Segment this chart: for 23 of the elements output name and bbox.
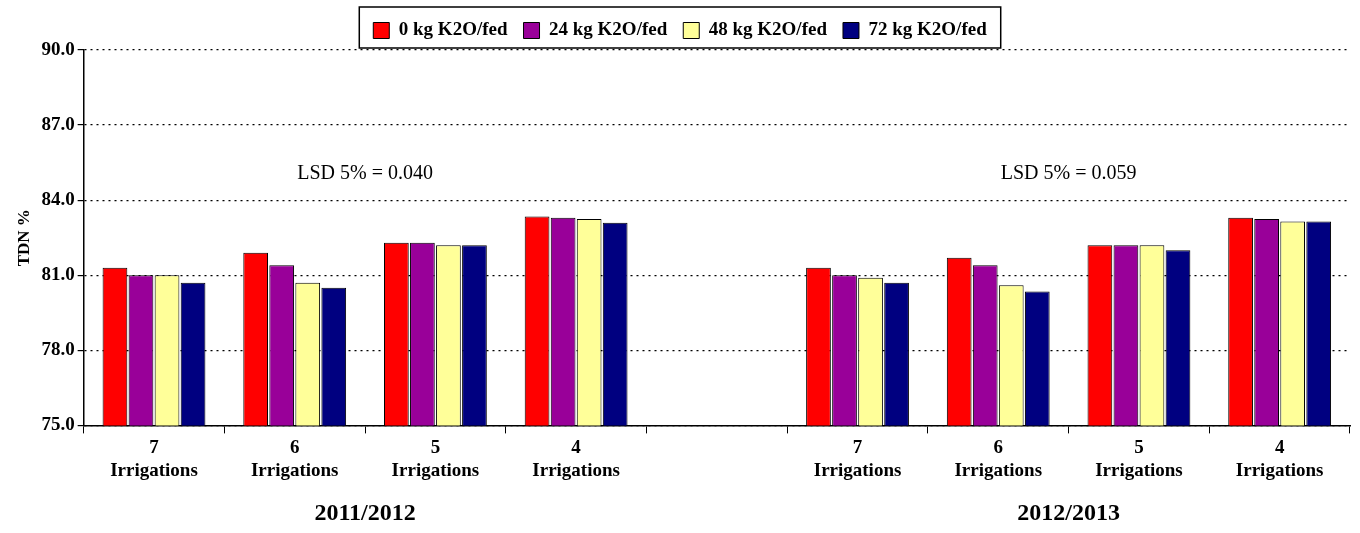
- y-tick-label: 81.0: [41, 263, 75, 285]
- x-tick-label: 5 Irrigations: [1095, 435, 1183, 480]
- y-axis-title: TDN %: [13, 209, 33, 267]
- x-tick-label: 4 Irrigations: [532, 435, 620, 480]
- legend-label: 0 kg K2O/fed: [398, 18, 508, 40]
- x-tick-label: 6 Irrigations: [954, 435, 1043, 480]
- annotation: LSD 5% = 0.059: [1000, 161, 1137, 184]
- x-tick-label: 4 Irrigations: [1235, 435, 1324, 480]
- x-tick-label: 7 Irrigations: [813, 435, 902, 480]
- x-tick-label: 6 Irrigations: [250, 435, 339, 480]
- text: 2011/2012: [314, 498, 416, 525]
- annotation: LSD 5% = 0.040: [297, 161, 433, 184]
- text: 2012/2013: [1017, 498, 1120, 525]
- y-tick-label: 75.0: [41, 413, 75, 435]
- legend-label: 48 kg K2O/fed: [708, 18, 828, 40]
- y-tick-label: 87.0: [41, 112, 75, 134]
- y-tick-label: 84.0: [41, 188, 75, 210]
- x-tick-label: 7 Irrigations: [110, 435, 198, 480]
- x-tick-label: 5 Irrigations: [391, 435, 480, 480]
- y-tick-label: 78.0: [41, 338, 75, 360]
- legend-label: 24 kg K2O/fed: [549, 18, 668, 40]
- legend-label: 72 kg K2O/fed: [868, 18, 988, 40]
- y-tick-label: 90.0: [41, 37, 75, 59]
